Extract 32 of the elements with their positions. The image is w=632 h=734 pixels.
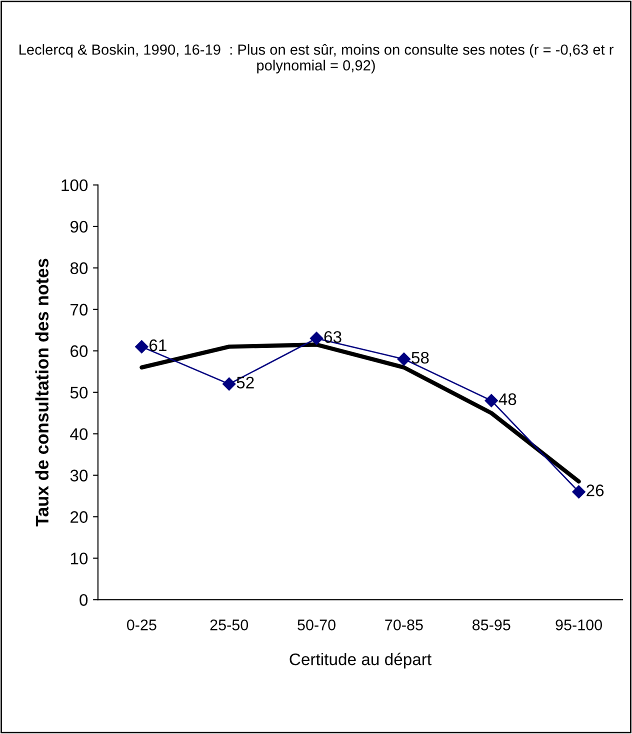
data-label: 58 [412, 352, 429, 364]
data-label: 63 [324, 331, 342, 343]
y-tick-label: 90 [70, 220, 88, 233]
x-axis-title: Certitude au départ [290, 652, 432, 669]
x-tick-label: 0-25 [126, 620, 156, 630]
x-tick-label: 95-100 [556, 620, 602, 630]
data-label: 61 [150, 339, 166, 352]
y-tick-label: 70 [70, 304, 88, 316]
point [135, 340, 148, 354]
y-tick-label: 20 [70, 511, 88, 523]
y-tick-label: 40 [70, 428, 88, 440]
data-label: 52 [236, 376, 254, 389]
y-tick-label: 50 [70, 386, 88, 399]
x-tick-label: 85-95 [472, 620, 510, 630]
point [484, 394, 498, 408]
data-label: 26 [586, 484, 604, 496]
x-tick-label: 70-85 [385, 620, 423, 630]
point [222, 377, 236, 391]
y-tick-label: 100 [62, 179, 88, 192]
point [572, 485, 586, 498]
y-tick-label: 10 [70, 552, 88, 564]
y-tick-label: 60 [70, 345, 88, 358]
chart-title: Leclercq & Boskin, 1990, 16-19 : Plus on est sûr, moins on consulte ses notes (r = -0,63 et r polynomial = 0,92) [20, 44, 614, 74]
data-label: 48 [498, 393, 516, 406]
x-tick-label: 50-70 [298, 620, 336, 630]
y-tick-label: 0 [80, 594, 88, 606]
y-tick-label: 30 [70, 470, 88, 482]
point [397, 352, 411, 366]
y-tick-label: 80 [70, 262, 88, 274]
x-tick-label: 25-50 [210, 620, 248, 630]
y-axis-title: Taux de consultation des notes [35, 258, 49, 526]
point [310, 332, 324, 345]
